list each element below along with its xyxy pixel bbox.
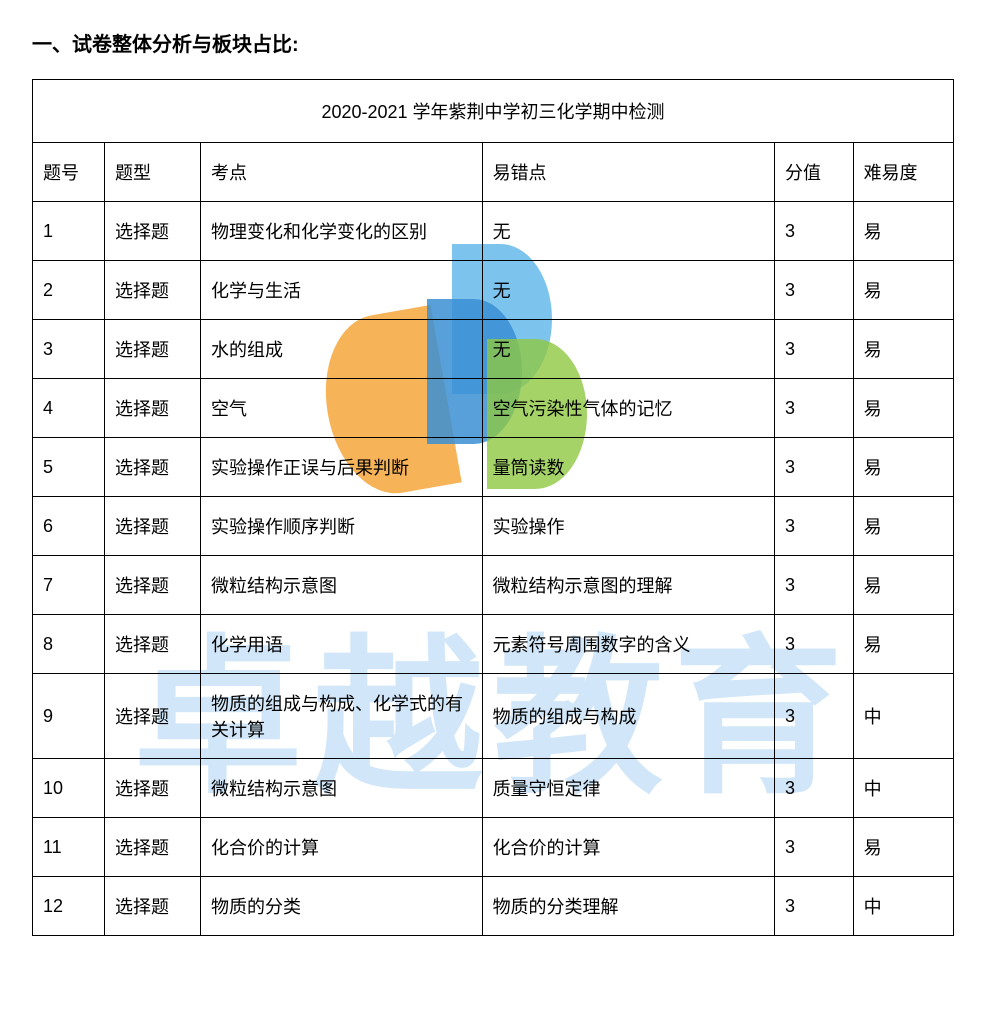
table-cell: 选择题: [105, 261, 201, 320]
table-cell: 3: [775, 556, 854, 615]
table-cell: 空气: [201, 379, 483, 438]
table-cell: 10: [33, 759, 105, 818]
col-header-type: 题型: [105, 143, 201, 202]
table-cell: 8: [33, 615, 105, 674]
table-cell: 化学与生活: [201, 261, 483, 320]
table-cell: 质量守恒定律: [482, 759, 774, 818]
table-cell: 选择题: [105, 615, 201, 674]
table-cell: 易: [853, 818, 953, 877]
table-cell: 易: [853, 615, 953, 674]
table-cell: 3: [33, 320, 105, 379]
table-cell: 9: [33, 674, 105, 759]
table-row: 12选择题物质的分类物质的分类理解3中: [33, 877, 954, 936]
section-heading: 一、试卷整体分析与板块占比:: [32, 28, 954, 57]
table-row: 4选择题空气空气污染性气体的记忆3易: [33, 379, 954, 438]
table-cell: 物质的组成与构成、化学式的有关计算: [201, 674, 483, 759]
table-row: 7选择题微粒结构示意图微粒结构示意图的理解3易: [33, 556, 954, 615]
table-cell: 实验操作正误与后果判断: [201, 438, 483, 497]
table-cell: 微粒结构示意图: [201, 759, 483, 818]
table-cell: 化合价的计算: [201, 818, 483, 877]
table-cell: 选择题: [105, 202, 201, 261]
table-cell: 中: [853, 877, 953, 936]
table-cell: 物质的分类: [201, 877, 483, 936]
table-cell: 水的组成: [201, 320, 483, 379]
table-cell: 易: [853, 556, 953, 615]
table-cell: 易: [853, 497, 953, 556]
table-cell: 选择题: [105, 759, 201, 818]
table-cell: 3: [775, 877, 854, 936]
table-container: 卓越教育 2020-2021 学年紫荆中学初三化学期中检测 题号 题型 考点 易…: [32, 79, 954, 936]
table-cell: 选择题: [105, 379, 201, 438]
table-cell: 微粒结构示意图: [201, 556, 483, 615]
table-cell: 量筒读数: [482, 438, 774, 497]
table-cell: 无: [482, 320, 774, 379]
table-cell: 元素符号周围数字的含义: [482, 615, 774, 674]
table-cell: 中: [853, 674, 953, 759]
col-header-topic: 考点: [201, 143, 483, 202]
table-cell: 空气污染性气体的记忆: [482, 379, 774, 438]
table-cell: 选择题: [105, 556, 201, 615]
table-cell: 易: [853, 202, 953, 261]
table-title-cell: 2020-2021 学年紫荆中学初三化学期中检测: [33, 80, 954, 143]
table-cell: 微粒结构示意图的理解: [482, 556, 774, 615]
table-cell: 物质的分类理解: [482, 877, 774, 936]
table-row: 6选择题实验操作顺序判断实验操作3易: [33, 497, 954, 556]
col-header-difficulty: 难易度: [853, 143, 953, 202]
table-cell: 2: [33, 261, 105, 320]
table-row: 5选择题实验操作正误与后果判断量筒读数3易: [33, 438, 954, 497]
table-cell: 实验操作: [482, 497, 774, 556]
table-row: 9选择题物质的组成与构成、化学式的有关计算物质的组成与构成3中: [33, 674, 954, 759]
table-cell: 选择题: [105, 818, 201, 877]
table-cell: 化合价的计算: [482, 818, 774, 877]
table-cell: 选择题: [105, 674, 201, 759]
table-cell: 选择题: [105, 497, 201, 556]
table-cell: 12: [33, 877, 105, 936]
table-cell: 选择题: [105, 877, 201, 936]
table-cell: 易: [853, 379, 953, 438]
analysis-table: 2020-2021 学年紫荆中学初三化学期中检测 题号 题型 考点 易错点 分值…: [32, 79, 954, 936]
table-cell: 易: [853, 320, 953, 379]
table-cell: 6: [33, 497, 105, 556]
table-cell: 3: [775, 759, 854, 818]
table-cell: 化学用语: [201, 615, 483, 674]
table-row: 3选择题水的组成无3易: [33, 320, 954, 379]
table-cell: 无: [482, 202, 774, 261]
table-cell: 选择题: [105, 438, 201, 497]
table-cell: 4: [33, 379, 105, 438]
col-header-number: 题号: [33, 143, 105, 202]
table-cell: 选择题: [105, 320, 201, 379]
table-cell: 无: [482, 261, 774, 320]
table-row: 1选择题物理变化和化学变化的区别无3易: [33, 202, 954, 261]
table-row: 8选择题化学用语元素符号周围数字的含义3易: [33, 615, 954, 674]
col-header-score: 分值: [775, 143, 854, 202]
table-cell: 物质的组成与构成: [482, 674, 774, 759]
table-title-row: 2020-2021 学年紫荆中学初三化学期中检测: [33, 80, 954, 143]
table-cell: 物理变化和化学变化的区别: [201, 202, 483, 261]
table-row: 10选择题微粒结构示意图质量守恒定律3中: [33, 759, 954, 818]
table-cell: 3: [775, 674, 854, 759]
table-header-row: 题号 题型 考点 易错点 分值 难易度: [33, 143, 954, 202]
table-cell: 中: [853, 759, 953, 818]
table-cell: 3: [775, 497, 854, 556]
table-cell: 3: [775, 320, 854, 379]
table-row: 2选择题化学与生活无3易: [33, 261, 954, 320]
table-cell: 实验操作顺序判断: [201, 497, 483, 556]
table-cell: 5: [33, 438, 105, 497]
table-cell: 3: [775, 261, 854, 320]
table-cell: 易: [853, 261, 953, 320]
table-row: 11选择题化合价的计算化合价的计算3易: [33, 818, 954, 877]
table-cell: 3: [775, 379, 854, 438]
table-cell: 7: [33, 556, 105, 615]
table-cell: 1: [33, 202, 105, 261]
table-cell: 易: [853, 438, 953, 497]
table-cell: 3: [775, 615, 854, 674]
col-header-error: 易错点: [482, 143, 774, 202]
table-cell: 11: [33, 818, 105, 877]
table-cell: 3: [775, 818, 854, 877]
table-cell: 3: [775, 202, 854, 261]
table-cell: 3: [775, 438, 854, 497]
